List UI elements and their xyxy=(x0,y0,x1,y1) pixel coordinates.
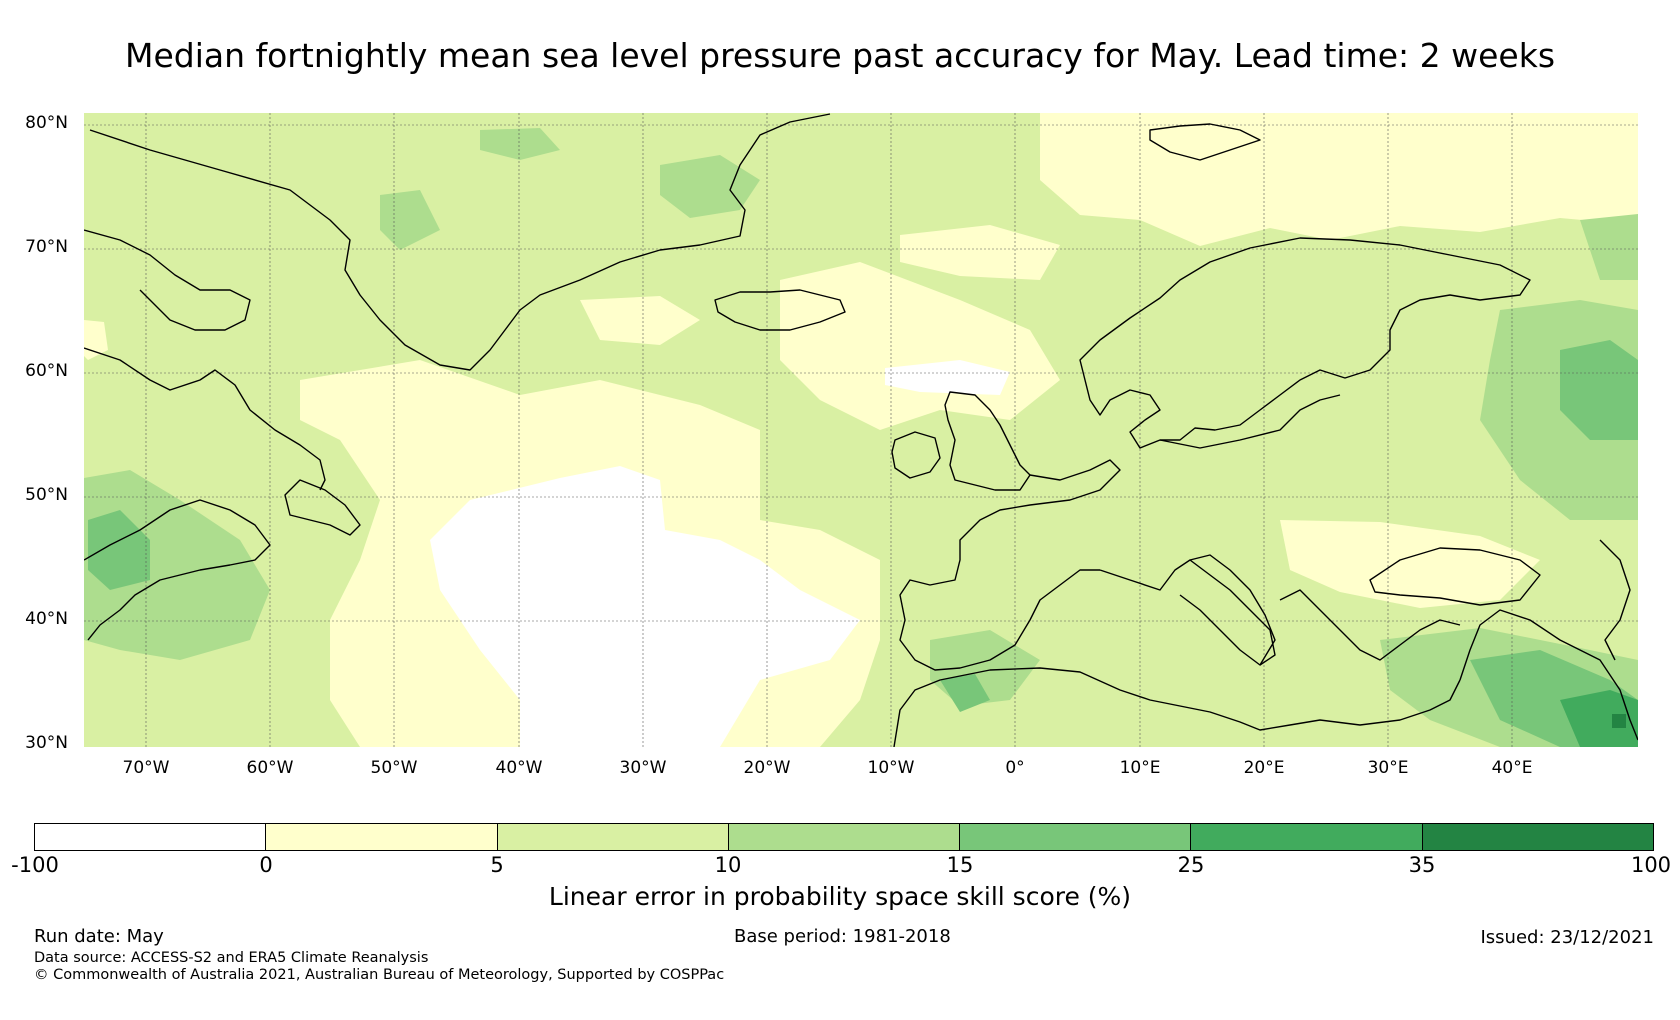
colorbar-tick: 100 xyxy=(1630,853,1672,877)
skill-35-100-region xyxy=(1612,714,1626,728)
colorbar-tick: 0 xyxy=(259,853,273,877)
colorbar-label: Linear error in probability space skill … xyxy=(548,882,1132,911)
colorbar xyxy=(34,823,1654,851)
black-sea-coast xyxy=(1369,547,1541,606)
levant-coast xyxy=(1459,609,1638,741)
data-source: Data source: ACCESS-S2 and ERA5 Climate … xyxy=(34,950,429,966)
lat-label-40n: 40°N xyxy=(25,609,68,629)
copyright-notice: © Commonwealth of Australia 2021, Austra… xyxy=(34,967,725,983)
lat-label-60n: 60°N xyxy=(25,361,68,381)
coastlines xyxy=(84,113,1638,747)
canada-arctic-coast xyxy=(84,229,251,331)
mediterranean-north-coast xyxy=(1099,559,1276,666)
greenland-coast xyxy=(89,113,831,371)
skill-negative-regions xyxy=(430,360,1010,747)
colorbar-tick: 10 xyxy=(714,853,742,877)
lon-label-20e: 20°E xyxy=(1243,758,1285,778)
british-isles-coast xyxy=(944,391,1031,491)
lon-label-10w: 10°W xyxy=(867,758,915,778)
colorbar-segment xyxy=(960,824,1192,850)
lon-label-0: 0° xyxy=(1005,758,1025,778)
colorbar-tick: 5 xyxy=(490,853,504,877)
colorbar-segment xyxy=(1422,824,1653,850)
run-date: Run date: May xyxy=(34,926,164,947)
colorbar-segment xyxy=(1191,824,1423,850)
balkan-coast xyxy=(1279,589,1461,661)
chart-title: Median fortnightly mean sea level pressu… xyxy=(124,36,1556,75)
lon-label-70w: 70°W xyxy=(122,758,170,778)
lon-label-30w: 30°W xyxy=(619,758,667,778)
base-period: Base period: 1981-2018 xyxy=(734,926,951,947)
ireland-coast xyxy=(891,431,941,479)
europe-west-coast xyxy=(899,459,1121,671)
italy-coast xyxy=(1189,554,1276,666)
iceland-coast xyxy=(714,289,846,331)
lon-label-30e: 30°E xyxy=(1367,758,1409,778)
skill-25-35-region xyxy=(1560,690,1638,747)
issued-date: Issued: 23/12/2021 xyxy=(1480,927,1654,948)
lon-label-60w: 60°W xyxy=(246,758,294,778)
lon-label-50w: 50°W xyxy=(370,758,418,778)
svalbard-coast xyxy=(1149,123,1261,161)
colorbar-tick: -100 xyxy=(11,853,59,877)
colorbar-segment xyxy=(266,824,498,850)
colorbar-tick: 15 xyxy=(946,853,974,877)
lat-label-80n: 80°N xyxy=(25,113,68,133)
colorbar-segment xyxy=(35,824,267,850)
graticule xyxy=(84,113,1638,747)
baltic-coast xyxy=(1159,394,1341,449)
scandinavia-coast xyxy=(1079,237,1531,449)
labrador-coast xyxy=(84,347,326,491)
lon-label-20w: 20°W xyxy=(743,758,791,778)
lat-label-70n: 70°N xyxy=(25,237,68,257)
lon-label-10e: 10°E xyxy=(1119,758,1161,778)
newfoundland-coast xyxy=(284,479,361,536)
colorbar-segment xyxy=(728,824,961,850)
colorbar-tick: 25 xyxy=(1177,853,1205,877)
lat-label-30n: 30°N xyxy=(25,733,68,753)
colorbar-tick: 35 xyxy=(1408,853,1436,877)
africa-north-coast xyxy=(893,667,1461,747)
colorbar-segment xyxy=(497,824,729,850)
caspian-coast xyxy=(1599,539,1631,661)
north-america-east-coast xyxy=(84,499,271,641)
lon-label-40w: 40°W xyxy=(495,758,543,778)
lat-label-50n: 50°N xyxy=(25,485,68,505)
lon-label-40e: 40°E xyxy=(1491,758,1533,778)
